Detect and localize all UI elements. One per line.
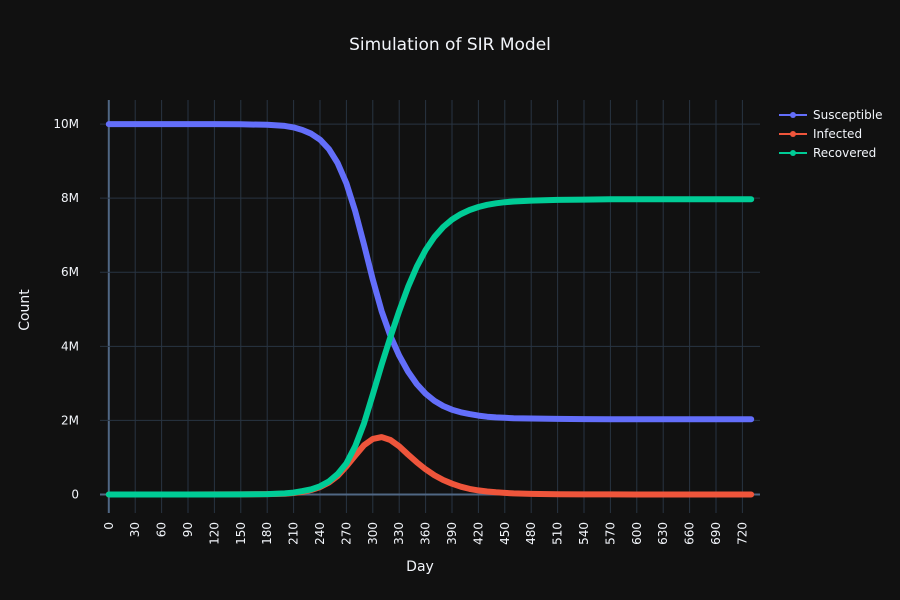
- x-tick-label: 720: [735, 522, 749, 545]
- x-axis-title: Day: [406, 559, 434, 575]
- x-tick-label: 450: [498, 522, 512, 545]
- x-tick-label: 300: [366, 522, 380, 545]
- series-line-recovered: [105, 196, 755, 498]
- x-tick-label: 690: [709, 522, 723, 545]
- x-tick-label: 180: [260, 522, 274, 545]
- x-tick-label: 330: [392, 522, 406, 545]
- x-tick-label: 540: [577, 522, 591, 545]
- legend-marker-susceptible: [790, 112, 796, 118]
- x-tick-label: 150: [234, 522, 248, 545]
- y-tick-label: 8M: [61, 191, 79, 205]
- x-tick-label: 420: [471, 522, 485, 545]
- x-tick-label: 60: [155, 522, 169, 537]
- x-tick-label: 30: [128, 522, 142, 537]
- x-tick-label: 0: [102, 522, 116, 530]
- x-tick-label: 600: [630, 522, 644, 545]
- y-tick-label: 6M: [61, 265, 79, 279]
- legend: Susceptible Infected Recovered: [779, 108, 882, 160]
- chart-title: Simulation of SIR Model: [349, 35, 551, 55]
- x-tick-label: 570: [603, 522, 617, 545]
- y-tick-label: 2M: [61, 413, 79, 427]
- x-tick-label: 510: [551, 522, 565, 545]
- x-tick-label: 120: [207, 522, 221, 545]
- x-tick-label: 90: [181, 522, 195, 537]
- legend-marker-infected: [790, 131, 796, 137]
- legend-label-susceptible[interactable]: Susceptible: [813, 108, 882, 122]
- tick-layer: 0 30 60 90 120 150 180 210 240 270 300 330 360 390 420…: [53, 117, 749, 545]
- y-tick-label: 4M: [61, 339, 79, 353]
- y-tick-label: 0: [71, 487, 79, 501]
- x-tick-label: 480: [524, 522, 538, 545]
- legend-label-infected[interactable]: Infected: [813, 127, 862, 141]
- y-axis-title: Count: [17, 289, 33, 331]
- x-tick-label: 360: [419, 522, 433, 545]
- legend-label-recovered[interactable]: Recovered: [813, 146, 876, 160]
- x-tick-label: 660: [683, 522, 697, 545]
- x-tick-label: 210: [287, 522, 301, 545]
- series-line-susceptible: [105, 121, 755, 423]
- series-layer: [105, 121, 755, 498]
- x-tick-label: 390: [445, 522, 459, 545]
- y-tick-label: 10M: [53, 117, 79, 131]
- x-tick-label: 270: [339, 522, 353, 545]
- x-tick-label: 630: [656, 522, 670, 545]
- legend-marker-recovered: [790, 150, 796, 156]
- x-tick-label: 240: [313, 522, 327, 545]
